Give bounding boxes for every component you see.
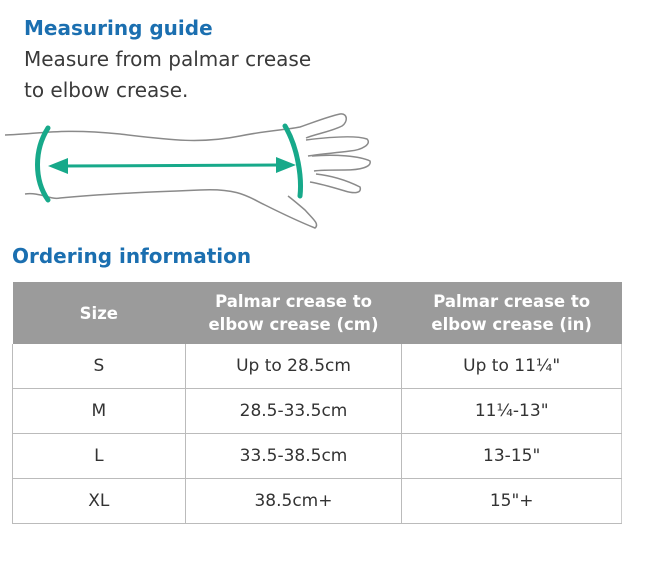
header-in: Palmar crease to elbow crease (in)	[401, 282, 622, 344]
header-text: Size	[79, 303, 118, 323]
table-header-row: Size Palmar crease to elbow crease (cm) P…	[12, 282, 622, 344]
in-cell: 13-15"	[401, 433, 622, 479]
header-size: Size	[12, 282, 186, 344]
header-text: Palmar crease to	[215, 292, 372, 311]
header-text: elbow crease (cm)	[208, 315, 379, 334]
size-cell: S	[12, 344, 186, 389]
cm-cell: 28.5-33.5cm	[185, 388, 403, 434]
header-text: elbow crease (in)	[431, 315, 592, 334]
arm-measurement-illustration	[4, 113, 371, 229]
in-cell: 15"+	[401, 478, 622, 524]
table-row: XL 38.5cm+ 15"+	[12, 478, 622, 524]
measuring-guide-title: Measuring guide	[24, 16, 213, 40]
arm-outline	[4, 113, 371, 229]
measuring-guide-description: Measure from palmar crease to elbow crea…	[24, 44, 384, 106]
header-text: Palmar crease to	[433, 292, 591, 311]
ordering-information-title: Ordering information	[12, 244, 252, 268]
header-cm: Palmar crease to elbow crease (cm)	[185, 282, 402, 344]
cm-cell: 38.5cm+	[185, 478, 403, 524]
table-row: M 28.5-33.5cm 11¼-13"	[12, 388, 622, 434]
in-cell: 11¼-13"	[401, 388, 622, 434]
description-line: to elbow crease.	[24, 78, 189, 102]
size-cell: M	[12, 388, 186, 434]
size-cell: XL	[12, 478, 186, 524]
cm-cell: Up to 28.5cm	[185, 344, 403, 389]
cm-cell: 33.5-38.5cm	[185, 433, 403, 479]
description-line: Measure from palmar crease	[24, 47, 312, 71]
size-table: Size Palmar crease to elbow crease (cm) P…	[12, 282, 622, 524]
in-cell: Up to 11¼"	[401, 344, 622, 389]
table-row: S Up to 28.5cm Up to 11¼"	[12, 344, 622, 389]
size-cell: L	[12, 433, 186, 479]
measure-markers	[35, 123, 303, 203]
table-row: L 33.5-38.5cm 13-15"	[12, 433, 622, 479]
